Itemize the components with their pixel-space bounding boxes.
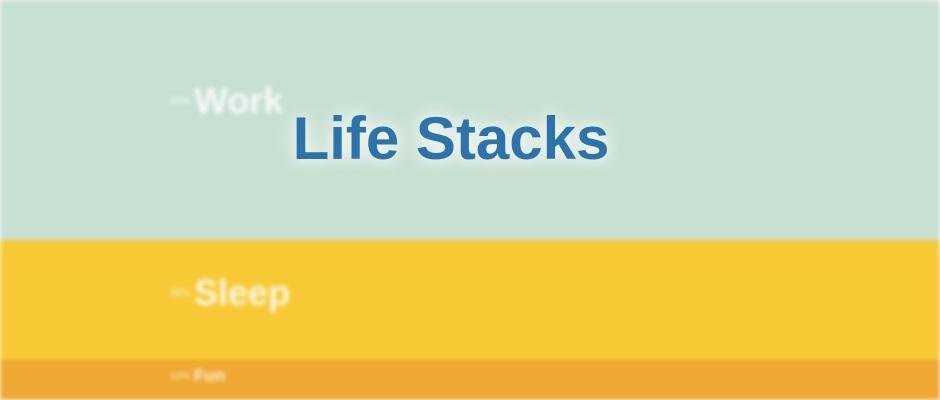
band-percent: 30%	[170, 287, 191, 299]
band-work	[0, 0, 940, 240]
chart-title: Life Stacks	[292, 105, 610, 172]
band-label-fun: 10% Fun	[170, 366, 225, 386]
band-name: Work	[194, 80, 284, 121]
band-name: Fun	[194, 366, 226, 385]
band-label-work: 60% Work	[170, 80, 283, 122]
band-name: Sleep	[194, 272, 291, 313]
band-fun	[0, 360, 940, 400]
band-percent: 10%	[170, 370, 191, 382]
band-percent: 60%	[170, 95, 191, 107]
band-sleep	[0, 240, 940, 360]
band-label-sleep: 30% Sleep	[170, 272, 290, 314]
